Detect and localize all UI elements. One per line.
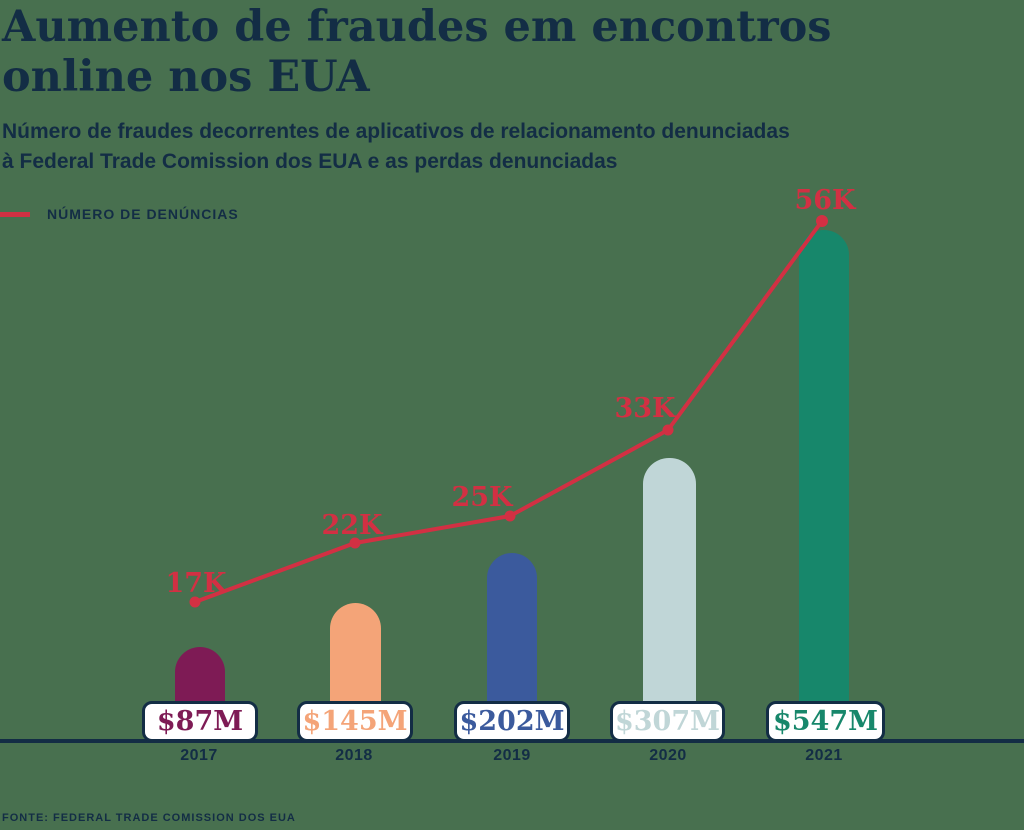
point-2021 bbox=[816, 215, 828, 227]
legend-label: NÚMERO DE DENÚNCIAS bbox=[47, 206, 239, 222]
source-note: FONTE: FEDERAL TRADE COMISSION DOS EUA bbox=[2, 812, 296, 824]
x-tick-2020: 2020 bbox=[649, 747, 687, 764]
loss-value-box-2019: $202M bbox=[454, 701, 570, 742]
reports-label-2019: 25K bbox=[451, 482, 513, 513]
loss-value-2019: $202M bbox=[459, 706, 565, 737]
loss-value-2017: $87M bbox=[156, 706, 244, 737]
point-2020 bbox=[662, 424, 674, 436]
reports-label-2020: 33K bbox=[614, 393, 676, 424]
loss-value-2018: $145M bbox=[302, 706, 408, 737]
reports-line bbox=[194, 219, 824, 604]
loss-value-box-2018: $145M bbox=[297, 701, 413, 742]
loss-value-2020: $307M bbox=[614, 706, 721, 737]
loss-value-box-2017: $87M bbox=[142, 701, 258, 742]
reports-label-2017: 17K bbox=[165, 568, 227, 599]
bar-2021 bbox=[799, 230, 849, 741]
x-tick-2017: 2017 bbox=[180, 747, 218, 764]
loss-value-box-2020: $307M bbox=[610, 701, 725, 742]
bar-2020 bbox=[643, 458, 696, 741]
loss-value-box-2021: $547M bbox=[766, 701, 885, 742]
legend: NÚMERO DE DENÚNCIAS bbox=[0, 204, 239, 224]
x-tick-2019: 2019 bbox=[493, 747, 531, 764]
reports-label-2018: 22K bbox=[321, 510, 383, 541]
x-tick-2021: 2021 bbox=[805, 747, 843, 764]
loss-value-2021: $547M bbox=[772, 706, 879, 737]
reports-label-2021: 56K bbox=[794, 185, 856, 216]
x-tick-2018: 2018 bbox=[335, 747, 373, 764]
page-title: Aumento de fraudes em encontros online n… bbox=[2, 2, 832, 102]
subtitle: Número de fraudes decorrentes de aplicat… bbox=[2, 120, 790, 173]
legend-line-swatch-icon bbox=[0, 211, 30, 217]
